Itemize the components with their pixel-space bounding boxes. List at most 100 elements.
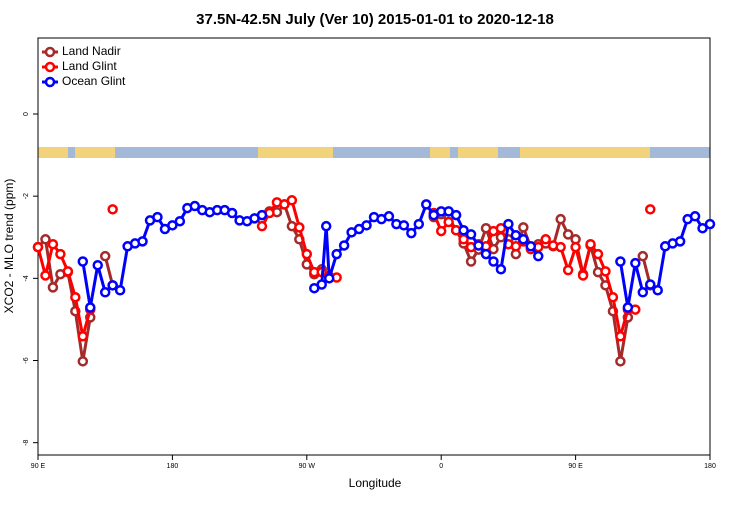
data-point <box>622 302 634 313</box>
data-point <box>577 270 589 281</box>
x-tick-label: 180 <box>704 463 716 470</box>
data-point <box>600 266 611 277</box>
data-point <box>510 229 522 241</box>
data-point <box>62 266 74 277</box>
data-point <box>279 199 290 210</box>
data-point <box>592 248 604 260</box>
data-point <box>77 256 89 267</box>
data-point <box>294 222 305 233</box>
x-tick-label: 90 E <box>568 463 583 470</box>
data-point <box>55 248 66 260</box>
data-point <box>152 211 163 223</box>
legend-label: Land Glint <box>62 59 117 73</box>
data-point <box>167 220 178 231</box>
data-point <box>413 218 425 230</box>
land-band <box>520 147 650 158</box>
y-tick-label: -6 <box>23 357 30 363</box>
data-point <box>510 241 522 252</box>
data-point <box>406 227 417 239</box>
x-tick-label: 180 <box>167 463 179 470</box>
legend-marker <box>44 61 56 73</box>
data-point <box>77 331 89 342</box>
data-point <box>331 248 342 260</box>
data-point <box>435 225 447 237</box>
data-point <box>652 285 663 296</box>
y-tick-label: -4 <box>23 275 30 281</box>
data-point <box>47 282 59 293</box>
data-point <box>323 273 335 284</box>
data-point <box>421 199 432 210</box>
land-band <box>430 147 450 158</box>
data-point <box>555 241 566 253</box>
data-point <box>585 238 596 250</box>
land-band <box>38 147 68 158</box>
x-axis-label: Longitude <box>349 476 402 490</box>
y-tick-label: -8 <box>23 439 30 445</box>
data-point <box>555 213 566 225</box>
data-point <box>533 250 544 262</box>
data-point <box>637 287 649 298</box>
legend-marker <box>44 46 56 58</box>
data-point <box>316 279 327 290</box>
data-point <box>704 218 716 230</box>
data-point <box>40 270 51 281</box>
x-tick-label: 0 <box>439 463 443 470</box>
surface-band <box>38 147 710 158</box>
data-point <box>301 259 313 270</box>
data-point <box>540 234 551 245</box>
data-point <box>562 264 574 276</box>
data-point <box>645 279 656 290</box>
data-point <box>503 218 514 230</box>
data-point <box>32 241 44 253</box>
data-point <box>99 250 111 262</box>
legend-label: Land Nadir <box>62 44 121 58</box>
data-point <box>189 200 201 212</box>
x-tick-label: 90 W <box>299 463 316 470</box>
data-point <box>92 259 103 271</box>
data-point <box>361 220 372 231</box>
land-band <box>75 147 115 158</box>
data-point <box>77 356 89 367</box>
data-point <box>518 234 529 245</box>
data-point <box>286 195 298 206</box>
data-point <box>47 238 59 250</box>
data-point <box>137 236 148 247</box>
data-point <box>607 291 619 303</box>
y-tick-label: 0 <box>23 112 30 116</box>
data-point <box>495 264 507 275</box>
legend-marker <box>44 76 56 88</box>
ocean-band <box>38 147 710 158</box>
data-point <box>256 209 268 221</box>
data-point <box>465 256 477 267</box>
y-axis-label: XCO2 - MLO trend (ppm) <box>2 179 16 314</box>
data-point <box>637 250 649 262</box>
data-point <box>85 302 96 313</box>
data-point <box>562 229 574 240</box>
chart-title: 37.5N-42.5N July (Ver 10) 2015-01-01 to … <box>196 11 554 28</box>
data-point <box>398 220 410 231</box>
data-point <box>174 215 186 227</box>
data-point <box>107 204 118 215</box>
data-point <box>495 222 507 234</box>
data-point <box>615 356 626 367</box>
data-point <box>518 222 529 233</box>
data-point <box>615 331 626 342</box>
data-point <box>645 204 656 215</box>
data-point <box>320 220 332 232</box>
data-point <box>107 280 118 291</box>
data-point <box>301 248 313 260</box>
data-point <box>338 240 350 251</box>
data-point <box>615 256 626 267</box>
data-point <box>70 291 81 303</box>
data-point <box>697 222 708 234</box>
data-point <box>99 287 111 298</box>
data-point <box>226 207 238 219</box>
data-point <box>689 211 701 222</box>
land-band <box>458 147 498 158</box>
data-point <box>488 256 499 267</box>
data-point <box>450 209 462 221</box>
data-point <box>525 241 537 252</box>
data-point <box>630 257 641 269</box>
